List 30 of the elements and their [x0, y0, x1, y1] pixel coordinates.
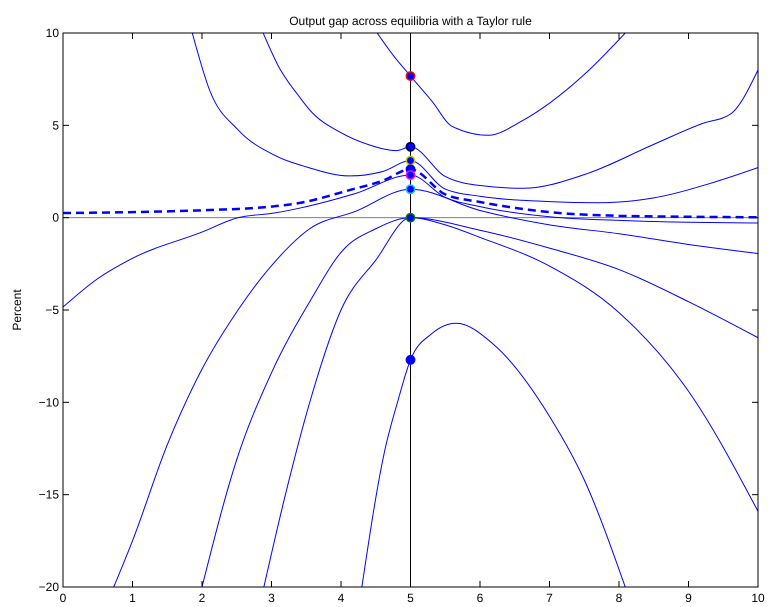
- point: [406, 156, 416, 166]
- point: [406, 212, 416, 223]
- y-tick-label: −10: [38, 395, 60, 410]
- x-tick-label: 2: [198, 591, 206, 605]
- y-tick-label: 10: [46, 26, 60, 40]
- x-tick-label: 7: [546, 591, 554, 605]
- point: [406, 354, 416, 365]
- x-tick-label: 5: [407, 591, 414, 605]
- x-tick-label: 6: [476, 591, 484, 605]
- chart-title: Output gap across equilibria with a Taylor rule: [289, 14, 532, 28]
- x-tick-label: 4: [338, 591, 345, 605]
- y-tick-label: −15: [38, 488, 60, 502]
- point: [406, 184, 416, 194]
- point: [406, 170, 416, 180]
- line-series: [376, 33, 626, 136]
- y-tick-label: −5: [45, 303, 60, 317]
- line-series: [361, 322, 626, 587]
- y-tick-label: −20: [38, 580, 60, 594]
- line-series: [262, 33, 758, 189]
- x-tick-label: 10: [751, 591, 765, 605]
- x-tick-label: 3: [268, 591, 276, 605]
- line-series: [192, 33, 758, 204]
- x-tick-label: 9: [685, 591, 692, 605]
- y-tick-label: 0: [52, 210, 60, 225]
- y-axis-title: Percent: [10, 288, 24, 331]
- y-tick-label: 5: [52, 118, 60, 132]
- x-tick-label: 8: [616, 591, 623, 605]
- point: [406, 142, 416, 152]
- x-tick-label: 1: [129, 591, 136, 605]
- point: [406, 71, 416, 81]
